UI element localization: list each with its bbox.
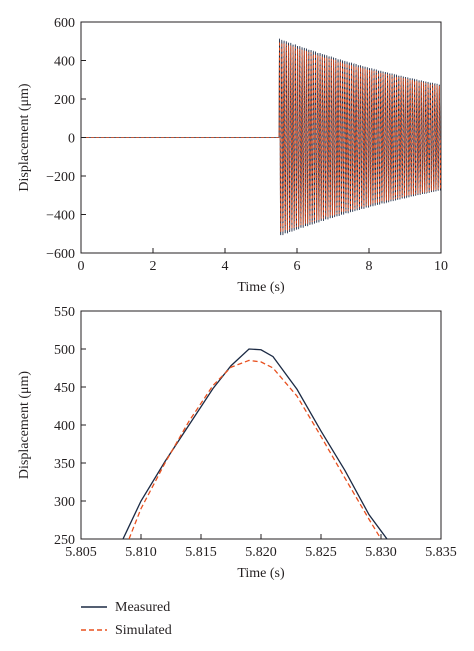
yticks-top: −600 −400 −200 0 200 400 600 [46, 16, 86, 262]
xtick-label: 8 [366, 259, 373, 274]
xticks-bottom: 5.805 5.810 5.815 5.820 5.825 5.830 5.835 [65, 534, 457, 560]
xtick-label: 4 [222, 259, 229, 274]
xtick-label: 5.825 [305, 545, 337, 560]
ytick-label: 0 [68, 132, 75, 147]
series-line-simulated [128, 359, 382, 539]
yticks-bottom: 250 300 350 400 450 500 550 [54, 305, 86, 548]
xtick-label: 5.815 [185, 545, 217, 560]
xtick-label: 10 [434, 259, 448, 274]
legend-label-simulated: Simulated [115, 623, 172, 638]
chart-bottom: 5.805 5.810 5.815 5.820 5.825 5.830 5.835 250 3… [17, 305, 457, 581]
series-line-measured [81, 38, 441, 236]
ytick-label: 350 [54, 457, 75, 472]
ytick-label: 450 [54, 381, 75, 396]
xticks-top: 0 2 4 6 8 10 [78, 248, 448, 274]
ytick-label: 200 [54, 93, 75, 108]
plot-frame-bottom [80, 310, 442, 540]
xtick-label: 6 [294, 259, 301, 274]
ylabel-top: Displacement (μm) [17, 83, 32, 192]
series-group-top [81, 38, 441, 236]
ytick-label: −600 [46, 247, 75, 262]
ylabel-bottom: Displacement (μm) [17, 371, 32, 480]
ytick-label: 250 [54, 533, 75, 548]
xtick-label: 5.820 [245, 545, 277, 560]
xtick-label: 2 [150, 259, 157, 274]
xtick-label: 5.810 [125, 545, 157, 560]
xtick-label: 5.830 [365, 545, 397, 560]
series-line-measured [122, 348, 388, 539]
xtick-label: 0 [78, 259, 85, 274]
ytick-label: 600 [54, 16, 75, 31]
xtick-label: 5.805 [65, 545, 97, 560]
ytick-label: 500 [54, 343, 75, 358]
ytick-label: −200 [46, 170, 75, 185]
legend: Measured Simulated [81, 600, 172, 638]
legend-label-measured: Measured [115, 600, 170, 615]
xlabel-bottom: Time (s) [237, 566, 285, 581]
xlabel-top: Time (s) [237, 280, 285, 295]
ytick-label: 550 [54, 305, 75, 320]
xtick-label: 5.835 [425, 545, 457, 560]
ytick-label: −400 [46, 209, 75, 224]
ytick-label: 400 [54, 55, 75, 70]
series-group-bottom [122, 348, 388, 539]
ytick-label: 300 [54, 495, 75, 510]
ytick-label: 400 [54, 419, 75, 434]
